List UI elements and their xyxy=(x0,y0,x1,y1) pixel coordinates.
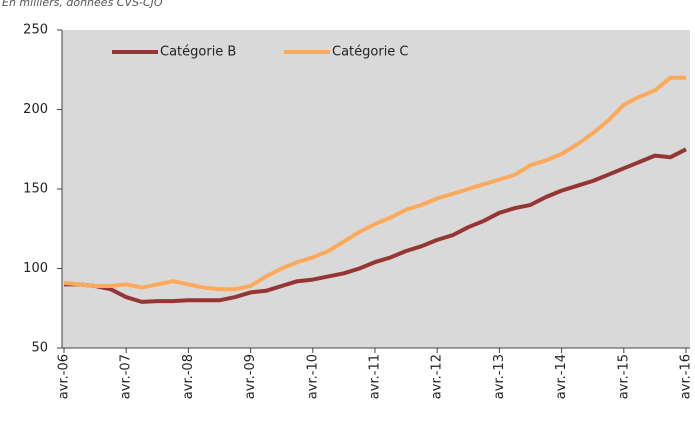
x-tick-label: avr.-08 xyxy=(181,354,196,399)
y-tick-label: 150 xyxy=(23,182,48,197)
y-tick-label: 250 xyxy=(23,23,48,38)
legend-label: Catégorie C xyxy=(332,45,409,60)
x-tick-label: avr.-12 xyxy=(430,354,445,399)
y-tick-label: 50 xyxy=(31,341,48,356)
x-tick-label: avr.-11 xyxy=(368,354,383,399)
chart-subtitle: En milliers, données CVS-CJO xyxy=(2,0,163,9)
x-tick-label: avr.-16 xyxy=(679,354,694,399)
x-tick-label: avr.-06 xyxy=(57,354,72,399)
x-tick-label: avr.-09 xyxy=(243,354,258,399)
series-line xyxy=(63,75,686,292)
x-tick-label: avr.-10 xyxy=(305,354,320,399)
x-tick-label: avr.-14 xyxy=(554,354,569,399)
y-tick-label: 200 xyxy=(23,102,48,117)
legend-label: Catégorie B xyxy=(160,45,236,60)
x-tick-label: avr.-15 xyxy=(616,354,631,399)
x-tick-label: avr.-07 xyxy=(119,354,134,399)
y-tick-label: 100 xyxy=(23,261,48,276)
series-line xyxy=(64,147,687,304)
plot-area xyxy=(62,30,690,348)
x-tick-label: avr.-13 xyxy=(492,354,507,399)
